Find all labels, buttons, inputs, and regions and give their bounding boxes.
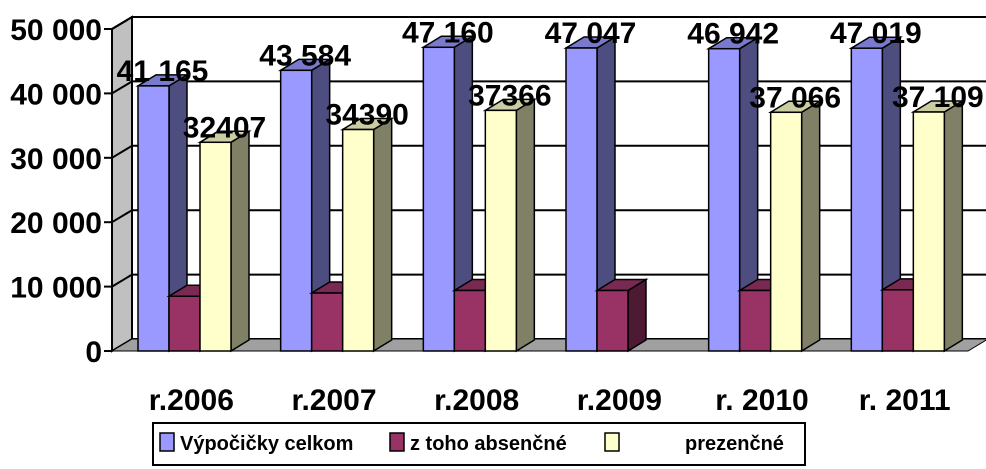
y-tick-label: 0 [85,336,102,369]
gridline-side [111,209,133,224]
data-label-v-po-i-ky-celkom: 43 584 [259,39,351,72]
legend-swatch-v-po-i-ky-celkom [159,432,175,452]
legend-swatch-z-toho-absen-n [389,432,405,452]
y-tick-label: 50 000 [10,14,102,47]
data-label-prezen-n: 37366 [468,79,551,112]
data-label-prezen-n: 34390 [325,99,408,132]
bar-front [199,141,232,352]
data-label-v-po-i-ky-celkom: 41 165 [117,55,209,88]
bar-front [168,295,201,352]
legend-label-prezen-n: prezenčné [685,433,784,455]
data-label-v-po-i-ky-celkom: 46 942 [687,18,779,51]
bar-front [341,128,375,352]
category-axis: r.2006 r.2007 r.2008 r.2009 r. 2010 r. 2011 [149,384,951,417]
bar-v-po-i-ky-celkom-r-2010 [706,36,761,353]
bar-front [769,111,803,352]
bar-front [279,69,313,352]
bar-v-po-i-ky-celkom-r-2008 [420,34,475,353]
legend-label-z-toho-absen-n: z toho absenčné [410,433,567,455]
value-axis: 0 10 000 20 000 30 000 40 000 50 000 [10,14,113,369]
bar-front [422,46,456,352]
category-label: r.2007 [291,384,376,417]
legend-label-v-po-i-ky-celkom: Výpočičky celkom [180,433,353,455]
data-label-v-po-i-ky-celkom: 47 047 [545,17,637,50]
gridline-side [111,144,133,159]
bar-front [738,289,772,352]
bar-v-po-i-ky-celkom-r-2006 [135,73,190,353]
bar-side [515,98,536,353]
bar-front [912,111,946,352]
bar-prezen-n-r-2008 [482,98,537,353]
bar-front [850,47,884,352]
bar-v-po-i-ky-celkom-r-2009 [563,35,618,353]
bar-prezen-n-r-2010 [768,99,823,353]
bar-front [596,289,629,352]
gridline-side [111,16,133,30]
data-labels: 41 165 32407 43 584 34390 47 160 37366 47 047 4… [117,16,984,144]
bar-front [310,292,344,352]
bar-front [484,109,518,352]
gridline-side [111,80,133,95]
bar-prezen-n-r-2007 [340,117,395,353]
y-tick-label: 10 000 [10,272,102,305]
y-tick-label: 20 000 [10,207,102,240]
bar-side [372,117,393,353]
legend: Výpočičky celkom z toho absenčné prezenčné [152,422,806,466]
category-label: r.2006 [149,384,234,417]
bar-side [943,99,964,353]
data-label-v-po-i-ky-celkom: 47 019 [830,17,922,50]
y-tick-label: 30 000 [10,143,102,176]
data-label-prezen-n: 32407 [183,111,266,144]
category-label: r. 2010 [715,384,808,417]
bar-front [707,47,741,352]
data-label-v-po-i-ky-celkom: 47 160 [402,16,494,49]
bar-side [230,129,250,353]
bar-z-toho-absen-n-r-2009 [594,278,649,353]
bar-front [881,289,915,352]
bar-side [627,278,647,353]
bar-front [137,85,170,352]
gridlines [111,16,986,288]
bar-front [453,289,487,352]
category-label: r.2009 [577,384,662,417]
gridline-side [111,273,133,288]
category-label: r. 2011 [859,384,951,417]
bar-prezen-n-r-2011 [910,99,965,353]
data-label-prezen-n: 37 109 [892,81,984,114]
bars [135,34,965,353]
bar-front [565,47,598,352]
legend-box [152,422,806,466]
data-label-prezen-n: 37 066 [749,81,841,114]
y-tick-label: 40 000 [10,78,102,111]
bar-side [800,99,821,353]
legend-swatch-prezen-n [604,432,620,452]
category-label: r.2008 [434,384,519,417]
bar-prezen-n-r-2006 [197,129,252,353]
bar-v-po-i-ky-celkom-r-2007 [278,57,333,353]
